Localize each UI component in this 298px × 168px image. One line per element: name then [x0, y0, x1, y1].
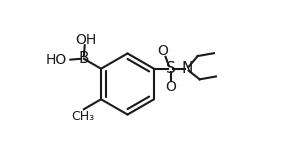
- Text: N: N: [181, 61, 193, 76]
- Text: B: B: [79, 51, 89, 66]
- Text: O: O: [165, 80, 176, 94]
- Text: CH₃: CH₃: [72, 110, 95, 123]
- Text: HO: HO: [45, 53, 66, 67]
- Text: OH: OH: [75, 33, 96, 47]
- Text: O: O: [158, 44, 168, 58]
- Text: S: S: [166, 61, 176, 76]
